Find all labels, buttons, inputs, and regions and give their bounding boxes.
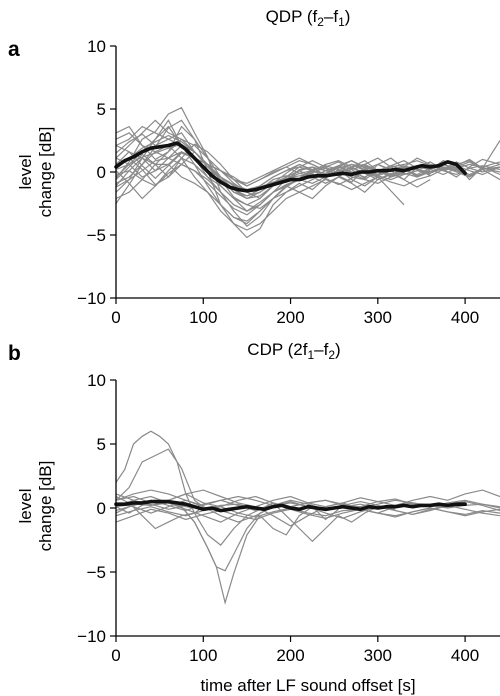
panel-b-ytick-label-1: −5 xyxy=(87,563,106,582)
panel-a-xtick-label-4: 400 xyxy=(451,308,479,327)
panel-b: b CDP (2f1–f2) level change [dB] 0 100 200… xyxy=(8,340,500,695)
panel-b-ytick-label-4: 10 xyxy=(87,371,106,390)
panel-b-mean-line xyxy=(114,499,467,513)
panel-a-mean-line xyxy=(114,141,467,193)
panel-a-ytick-labels: −10 −5 0 5 10 xyxy=(77,37,106,308)
panel-a-ylabel-line-2: change [dB] xyxy=(36,127,55,218)
panel-a-series-line-19 xyxy=(115,132,500,187)
panel-b-ylabel: level change [dB] xyxy=(16,461,55,552)
panel-b-series-line-3 xyxy=(115,499,339,606)
panel-a-letter: a xyxy=(8,38,20,61)
panel-a-ylabel-line-1: level xyxy=(16,155,35,190)
panel-b-axes xyxy=(110,379,500,642)
panel-a-individual-lines xyxy=(115,106,500,239)
panel-b-ytick-label-2: 0 xyxy=(97,499,106,518)
panel-a-xtick-label-1: 100 xyxy=(189,308,217,327)
panel-b-series-line-5 xyxy=(115,495,396,546)
panel-a-series-line-22 xyxy=(115,163,431,216)
panel-a-series-line-16 xyxy=(115,119,405,222)
panel-a-ytick-label-2: 0 xyxy=(97,163,106,182)
panel-b-mean-layer xyxy=(114,499,467,513)
panel-b-xtick-labels: 0 100 200 300 400 xyxy=(111,646,479,665)
panel-a-ylabel: level change [dB] xyxy=(16,127,55,218)
panel-b-series-line-2 xyxy=(115,448,204,508)
panel-a-series-line-18 xyxy=(115,144,431,231)
panel-b-series-line-1 xyxy=(115,430,204,515)
panel-b-xlabel: time after LF sound offset [s] xyxy=(200,676,415,695)
panel-a: a QDP (f2–f1) level change [dB] 0 100 200 3… xyxy=(8,7,500,327)
panel-b-ytick-label-3: 5 xyxy=(97,435,106,454)
panel-b-individual-lines xyxy=(115,430,500,606)
panel-a-series-line-17 xyxy=(115,144,500,197)
panel-a-xtick-label-2: 200 xyxy=(276,308,304,327)
panel-a-xtick-label-0: 0 xyxy=(111,308,120,327)
panel-a-xtick-labels: 0 100 200 300 400 xyxy=(111,308,479,327)
panel-b-letter: b xyxy=(8,342,21,365)
panel-a-ytick-label-1: −5 xyxy=(87,226,106,245)
panel-a-ytick-label-4: 10 xyxy=(87,37,106,56)
panel-a-ytick-label-3: 5 xyxy=(97,100,106,119)
panel-b-ylabel-line-1: level xyxy=(16,489,35,524)
panel-b-xtick-label-0: 0 xyxy=(111,646,120,665)
panel-b-title: CDP (2f1–f2) xyxy=(247,340,340,362)
panel-a-xtick-label-3: 300 xyxy=(364,308,392,327)
panel-b-xtick-label-4: 400 xyxy=(451,646,479,665)
panel-a-series-line-4 xyxy=(115,119,405,239)
panel-b-xtick-label-2: 200 xyxy=(276,646,304,665)
panel-b-xtick-label-1: 100 xyxy=(189,646,217,665)
panel-b-ylabel-line-2: change [dB] xyxy=(36,461,55,552)
panel-a-ytick-label-0: −10 xyxy=(77,289,106,308)
panel-a-title: QDP (f2–f1) xyxy=(266,7,351,29)
panel-a-mean-layer xyxy=(114,141,467,193)
panel-b-xtick-label-3: 300 xyxy=(364,646,392,665)
panel-b-ytick-label-0: −10 xyxy=(77,627,106,646)
panel-b-ytick-labels: −10 −5 0 5 10 xyxy=(77,371,106,646)
panel-a-series-line-13 xyxy=(115,125,378,184)
panel-a-axes xyxy=(110,45,500,304)
panel-b-series-line-13 xyxy=(115,507,500,523)
